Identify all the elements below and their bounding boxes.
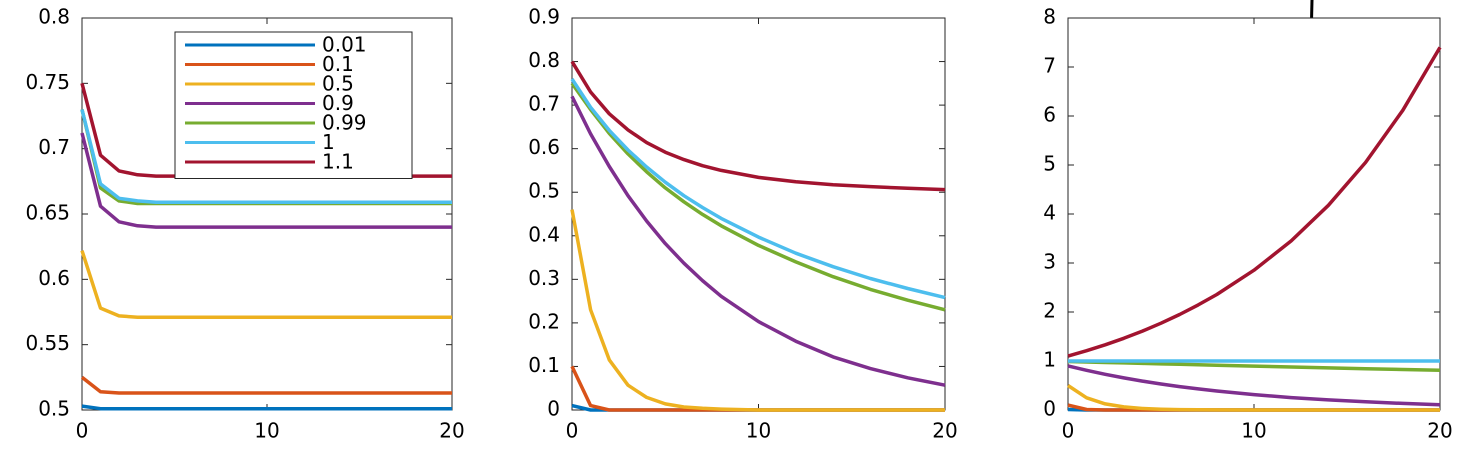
x-tick-label: 0	[76, 419, 89, 443]
y-tick-label: 7	[1043, 54, 1056, 78]
data-line	[570, 78, 946, 300]
plot-area	[571, 17, 946, 411]
x-tick-label: 20	[932, 419, 957, 443]
y-tick-label: 0.55	[25, 331, 70, 355]
y-tick-label: 0.3	[528, 266, 560, 290]
y-tick-label: 0.7	[528, 92, 560, 116]
y-tick-label: 0.5	[38, 397, 70, 421]
y-tick-label: 0.7	[38, 135, 70, 159]
data-line	[570, 60, 946, 192]
x-tick-label: 10	[746, 419, 771, 443]
y-tick-label: 1	[1043, 348, 1056, 372]
y-tick-label: 0	[547, 397, 560, 421]
data-line	[1067, 384, 1440, 412]
y-tick-label: 5	[1043, 152, 1056, 176]
legend-label: 0.9	[322, 91, 354, 115]
x-tick-label: 10	[254, 419, 279, 443]
legend-label: 0.1	[322, 52, 354, 76]
y-tick-label: 8	[1043, 5, 1056, 29]
y-tick-label: 2	[1043, 299, 1056, 323]
y-tick-label: 0.4	[528, 222, 560, 246]
data-line	[570, 82, 946, 312]
x-tick-label: 10	[1241, 419, 1266, 443]
y-tick-label: 0.8	[38, 5, 70, 29]
y-tick-label: 6	[1043, 103, 1056, 127]
y-tick-label: 0.8	[528, 48, 560, 72]
x-tick-label: 20	[1427, 419, 1452, 443]
legend-box	[174, 31, 413, 179]
x-tick-label: 0	[1062, 419, 1075, 443]
legend-label: 1.1	[322, 150, 354, 174]
x-tick-label: 0	[566, 419, 579, 443]
y-tick-label: 0.5	[528, 179, 560, 203]
y-tick-label: 0.65	[25, 201, 70, 225]
legend-label: 0.01	[322, 33, 367, 57]
plot-area	[1067, 17, 1441, 411]
data-line	[570, 95, 946, 387]
y-tick-label: 4	[1043, 201, 1056, 225]
data-line	[80, 109, 452, 204]
x-tick-label: 20	[439, 419, 464, 443]
y-tick-label: 0.9	[528, 5, 560, 29]
legend-label: 0.99	[322, 111, 367, 135]
data-line	[1067, 46, 1442, 358]
y-tick-label: 0.6	[528, 135, 560, 159]
data-line	[81, 404, 452, 411]
y-tick-label: 0.2	[528, 309, 560, 333]
data-line	[80, 132, 452, 229]
legend-label: 1	[322, 130, 335, 154]
y-tick-label: 0.75	[25, 70, 70, 94]
legend-label: 0.5	[322, 72, 354, 96]
y-tick-label: 0.1	[528, 353, 560, 377]
y-tick-label: 0	[1043, 397, 1056, 421]
data-line	[570, 209, 945, 412]
data-line	[80, 250, 452, 319]
y-tick-label: 0.6	[38, 266, 70, 290]
data-line	[1067, 364, 1441, 407]
data-line	[80, 375, 452, 395]
y-tick-label: 3	[1043, 250, 1056, 274]
